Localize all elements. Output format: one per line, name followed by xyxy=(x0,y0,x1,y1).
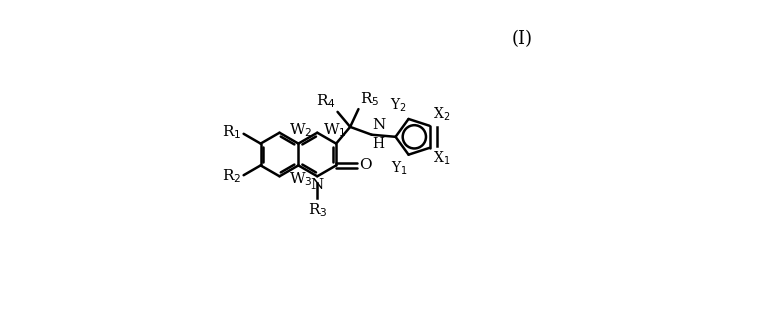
Text: R$_3$: R$_3$ xyxy=(307,201,327,219)
Text: O: O xyxy=(359,159,372,172)
Text: X$_2$: X$_2$ xyxy=(433,105,450,123)
Text: Y$_2$: Y$_2$ xyxy=(390,97,407,114)
Text: X$_1$: X$_1$ xyxy=(433,149,450,167)
Text: R$_2$: R$_2$ xyxy=(222,167,241,185)
Text: R$_4$: R$_4$ xyxy=(317,93,336,110)
Text: (I): (I) xyxy=(512,30,533,49)
Text: W$_3$: W$_3$ xyxy=(289,170,313,188)
Text: N: N xyxy=(372,118,385,132)
Text: R$_1$: R$_1$ xyxy=(222,124,241,142)
Text: W$_2$: W$_2$ xyxy=(289,121,312,139)
Text: Y$_1$: Y$_1$ xyxy=(391,159,408,177)
Text: R$_5$: R$_5$ xyxy=(360,90,379,108)
Text: H: H xyxy=(372,137,384,150)
Text: N: N xyxy=(310,178,324,192)
Text: W$_1$: W$_1$ xyxy=(323,121,347,139)
